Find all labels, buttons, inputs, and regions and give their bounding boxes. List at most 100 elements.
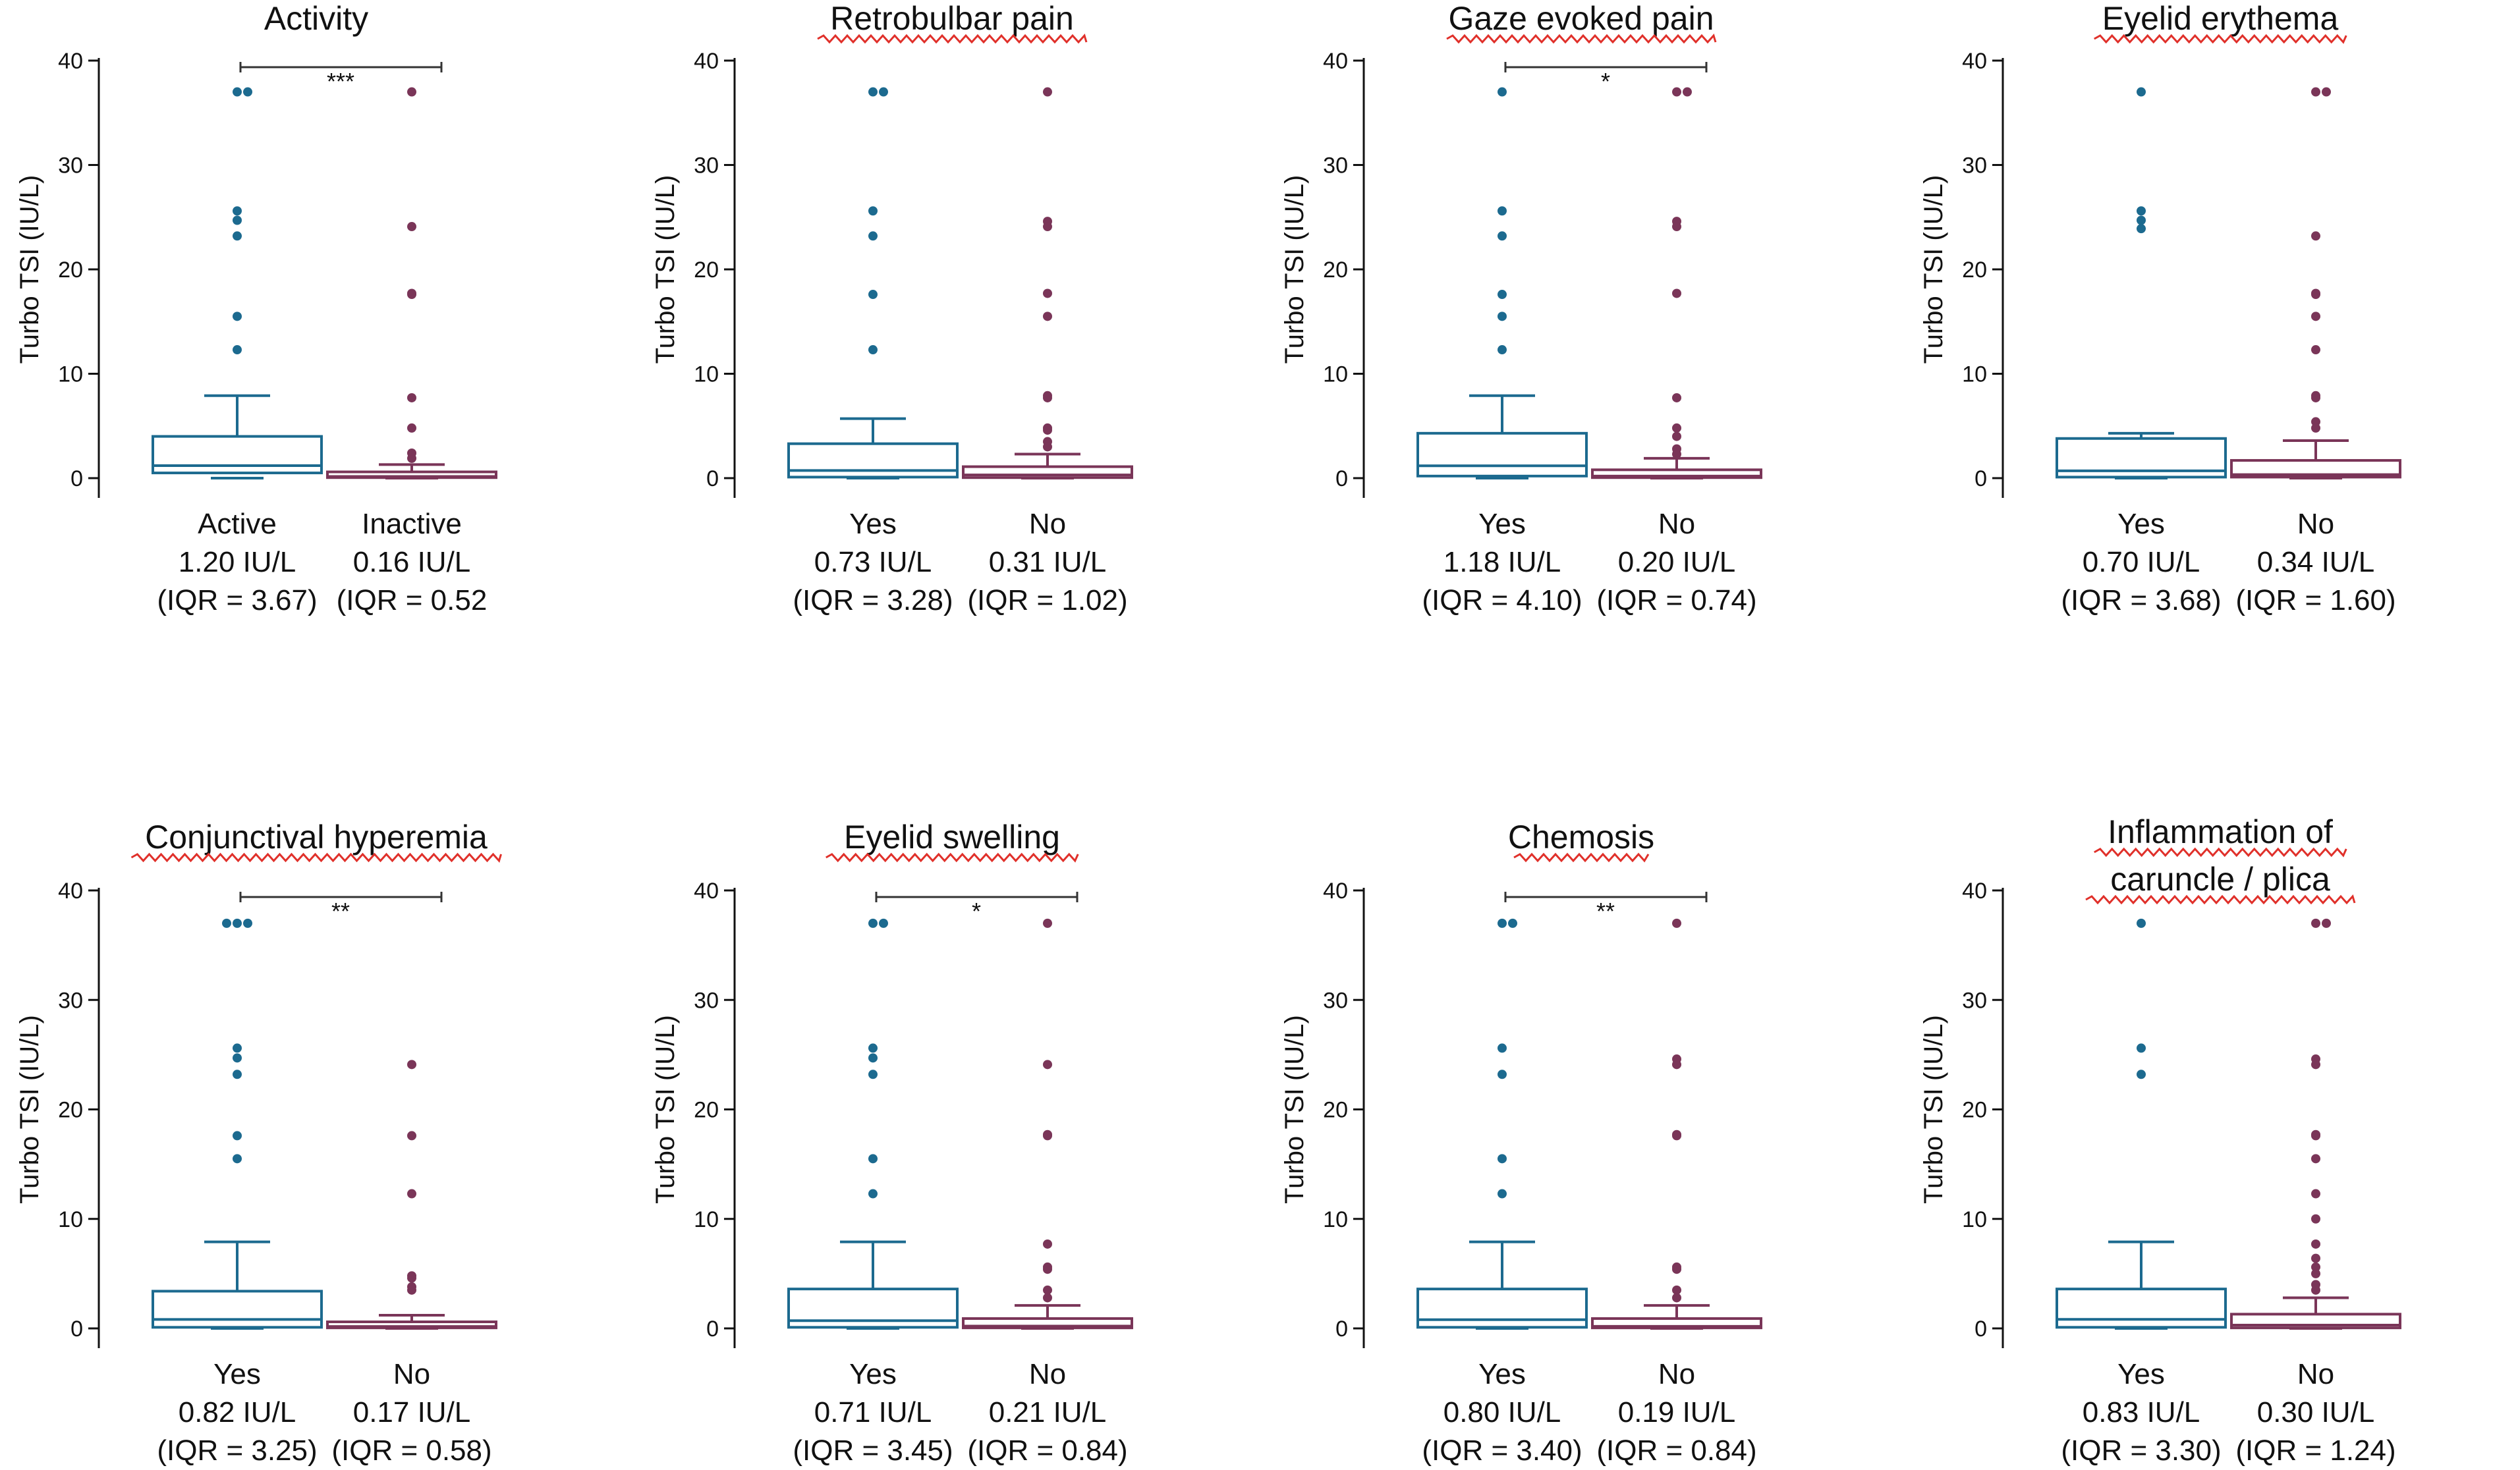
outlier-point — [2137, 1043, 2146, 1053]
outlier-point — [1508, 918, 1517, 928]
panel-2: Retrobulbar pain 0 10 20 30 40 Turbo TSI (IU/L… — [651, 0, 1133, 616]
group-two: Inactive 0.16 IU/L (IQR = 0.52 — [326, 87, 497, 616]
outlier-point — [2311, 231, 2320, 241]
outlier-point — [2137, 224, 2146, 234]
group-label: No — [1029, 1358, 1066, 1390]
outlier-point — [2322, 87, 2331, 97]
median-value: 0.16 IU/L — [353, 546, 471, 578]
panel-title: caruncle / plica — [2110, 861, 2330, 898]
y-tick-label: 0 — [1974, 1317, 1987, 1342]
outlier-point — [243, 87, 252, 97]
outlier-point — [233, 1154, 242, 1164]
spellcheck-underline — [2085, 894, 2356, 905]
outlier-point — [407, 393, 416, 402]
iqr-value: (IQR = 0.58) — [331, 1434, 491, 1467]
outlier-point — [868, 290, 878, 300]
outlier-point — [1672, 1131, 1681, 1141]
y-tick-label: 20 — [58, 258, 83, 283]
outlier-point — [1043, 425, 1052, 435]
significance-stars: * — [972, 898, 981, 925]
outlier-point — [2137, 918, 2146, 928]
y-tick-label: 30 — [694, 153, 719, 178]
iqr-value: (IQR = 3.45) — [793, 1434, 953, 1467]
outlier-point — [233, 1070, 242, 1079]
group-one: Yes 0.82 IU/L (IQR = 3.25) — [152, 918, 323, 1467]
y-tick-label: 20 — [1962, 1098, 1987, 1123]
outlier-point — [1683, 87, 1692, 97]
iqr-value: (IQR = 0.84) — [1596, 1434, 1756, 1467]
outlier-point — [1672, 431, 1681, 441]
outlier-point — [407, 87, 416, 97]
outlier-point — [233, 1053, 242, 1063]
y-tick-label: 30 — [1962, 153, 1987, 178]
outlier-point — [2311, 1285, 2320, 1295]
group-one: Yes 1.18 IU/L (IQR = 4.10) — [1416, 87, 1588, 616]
group-one: Yes 0.70 IU/L (IQR = 3.68) — [2056, 87, 2227, 616]
outlier-point — [233, 1043, 242, 1053]
outlier-point — [2137, 206, 2146, 216]
outlier-point — [233, 231, 242, 241]
outlier-point — [1672, 1285, 1681, 1295]
y-tick-label: 30 — [58, 988, 83, 1013]
median-value: 0.34 IU/L — [2257, 546, 2375, 578]
median-value: 1.18 IU/L — [1443, 546, 1561, 578]
outlier-point — [2311, 1239, 2320, 1249]
group-one: Yes 0.71 IU/L (IQR = 3.45) — [787, 918, 959, 1467]
outlier-point — [1043, 442, 1052, 452]
outlier-point — [2311, 1268, 2320, 1278]
iqr-value: (IQR = 1.24) — [2235, 1434, 2395, 1467]
y-tick-label: 10 — [58, 362, 83, 387]
panel-8: Inflammation of caruncle / plica 0 10 20 30 40… — [1919, 813, 2401, 1467]
y-tick-label: 0 — [70, 466, 83, 491]
panel-title: Eyelid erythema — [2102, 0, 2339, 37]
outlier-point — [2311, 1253, 2320, 1263]
outlier-point — [233, 215, 242, 225]
outlier-point — [407, 423, 416, 433]
outlier-point — [1672, 288, 1681, 298]
group-label: No — [2297, 1358, 2334, 1390]
outlier-point — [1043, 312, 1052, 321]
group-label: Active — [198, 508, 277, 540]
outlier-point — [1043, 1285, 1052, 1295]
iqr-value: (IQR = 3.28) — [793, 584, 953, 616]
outlier-point — [1672, 1265, 1681, 1274]
iqr-value: (IQR = 3.40) — [1422, 1434, 1582, 1467]
outlier-point — [1043, 1239, 1052, 1249]
box — [2056, 1288, 2227, 1329]
outlier-point — [1498, 1154, 1507, 1164]
outlier-point — [2322, 918, 2331, 928]
y-tick-label: 40 — [1962, 879, 1987, 904]
group-two: No 0.21 IU/L (IQR = 0.84) — [962, 918, 1133, 1467]
group-label: Yes — [1478, 508, 1526, 540]
outlier-point — [2137, 87, 2146, 97]
outlier-point — [1498, 1189, 1507, 1199]
outlier-point — [2311, 423, 2320, 433]
group-label: No — [393, 1358, 430, 1390]
y-tick-label: 10 — [694, 362, 719, 387]
outlier-point — [868, 1189, 878, 1199]
outlier-point — [1672, 393, 1681, 402]
outlier-point — [243, 918, 252, 928]
spellcheck-underline — [1513, 852, 1650, 863]
median-value: 0.71 IU/L — [814, 1396, 932, 1429]
y-axis-label: Turbo TSI (IU/L) — [15, 1015, 44, 1204]
group-label: Yes — [213, 1358, 261, 1390]
significance-stars: ** — [331, 898, 350, 925]
outlier-point — [407, 453, 416, 463]
median-value: 0.31 IU/L — [989, 546, 1107, 578]
iqr-value: (IQR = 1.02) — [967, 584, 1127, 616]
y-tick-label: 30 — [694, 988, 719, 1013]
box — [152, 435, 323, 475]
outlier-point — [407, 1285, 416, 1295]
group-label: Yes — [849, 1358, 897, 1390]
outlier-point — [233, 345, 242, 355]
outlier-point — [407, 290, 416, 300]
y-axis-label: Turbo TSI (IU/L) — [1919, 1015, 1948, 1204]
outlier-point — [868, 87, 878, 97]
spellcheck-underline — [2094, 847, 2347, 858]
box — [962, 465, 1133, 479]
y-axis-label: Turbo TSI (IU/L) — [15, 175, 44, 364]
group-one: Yes 0.83 IU/L (IQR = 3.30) — [2056, 918, 2227, 1467]
outlier-point — [1043, 1131, 1052, 1141]
